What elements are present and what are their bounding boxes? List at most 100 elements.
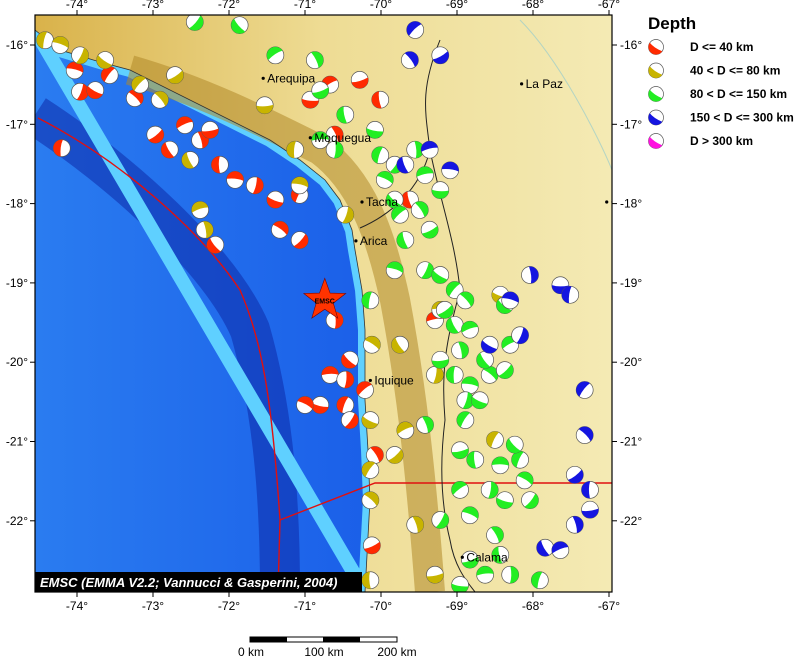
- event-beachball[interactable]: [456, 291, 475, 310]
- event-beachball[interactable]: [356, 381, 374, 399]
- event-beachball[interactable]: [185, 14, 204, 31]
- event-beachball[interactable]: [521, 491, 539, 510]
- event-beachball[interactable]: [410, 201, 429, 219]
- event-beachball[interactable]: [480, 366, 499, 384]
- event-beachball[interactable]: [65, 61, 84, 80]
- event-beachball[interactable]: [131, 75, 149, 94]
- event-beachball[interactable]: [255, 96, 274, 115]
- event-beachball[interactable]: [435, 301, 454, 319]
- event-beachball[interactable]: [461, 320, 479, 339]
- event-beachball[interactable]: [36, 31, 54, 50]
- event-beachball[interactable]: [480, 335, 499, 354]
- event-beachball[interactable]: [445, 366, 464, 384]
- event-beachball[interactable]: [311, 396, 330, 414]
- event-beachball[interactable]: [431, 511, 450, 529]
- event-beachball[interactable]: [86, 81, 105, 100]
- event-beachball[interactable]: [426, 366, 444, 384]
- event-beachball[interactable]: [350, 71, 369, 89]
- event-beachball[interactable]: [266, 190, 285, 209]
- event-beachball[interactable]: [431, 46, 450, 65]
- event-beachball[interactable]: [496, 491, 514, 510]
- event-beachball[interactable]: [385, 261, 404, 280]
- event-beachball[interactable]: [226, 170, 244, 189]
- event-beachball[interactable]: [396, 231, 415, 249]
- event-beachball[interactable]: [371, 146, 390, 165]
- event-beachball[interactable]: [290, 176, 309, 195]
- event-beachball[interactable]: [451, 441, 469, 460]
- event-beachball[interactable]: [336, 370, 355, 389]
- event-beachball[interactable]: [511, 450, 529, 469]
- event-beachball[interactable]: [401, 51, 419, 69]
- event-beachball[interactable]: [501, 565, 520, 584]
- event-beachball[interactable]: [511, 326, 529, 345]
- event-beachball[interactable]: [565, 515, 584, 534]
- legend-beachball-icon[interactable]: [648, 62, 664, 79]
- legend-beachball-icon[interactable]: [648, 39, 664, 55]
- event-beachball[interactable]: [505, 435, 524, 454]
- event-beachball[interactable]: [266, 46, 285, 65]
- event-beachball[interactable]: [271, 220, 289, 239]
- event-beachball[interactable]: [441, 161, 460, 180]
- event-beachball[interactable]: [456, 391, 475, 410]
- event-beachball[interactable]: [245, 176, 264, 195]
- event-beachball[interactable]: [391, 335, 409, 354]
- event-beachball[interactable]: [361, 491, 380, 510]
- event-beachball[interactable]: [150, 90, 169, 109]
- event-beachball[interactable]: [71, 46, 89, 65]
- event-beachball[interactable]: [336, 205, 355, 224]
- event-beachball[interactable]: [551, 541, 570, 559]
- event-beachball[interactable]: [366, 446, 384, 464]
- event-beachball[interactable]: [321, 366, 339, 384]
- event-beachball[interactable]: [191, 201, 209, 219]
- event-beachball[interactable]: [515, 471, 534, 490]
- event-beachball[interactable]: [71, 82, 89, 101]
- event-beachball[interactable]: [361, 411, 380, 429]
- event-beachball[interactable]: [431, 266, 450, 284]
- event-beachball[interactable]: [406, 21, 425, 39]
- event-beachball[interactable]: [406, 515, 425, 534]
- event-beachball[interactable]: [176, 116, 194, 134]
- event-beachball[interactable]: [361, 291, 380, 310]
- event-beachball[interactable]: [195, 220, 214, 239]
- event-beachball[interactable]: [445, 316, 464, 334]
- event-beachball[interactable]: [521, 266, 539, 284]
- event-beachball[interactable]: [361, 461, 380, 479]
- event-beachball[interactable]: [366, 121, 384, 139]
- event-beachball[interactable]: [230, 16, 249, 35]
- event-beachball[interactable]: [385, 446, 404, 464]
- event-beachball[interactable]: [476, 565, 494, 584]
- event-beachball[interactable]: [296, 396, 314, 414]
- event-beachball[interactable]: [336, 396, 355, 414]
- event-beachball[interactable]: [146, 125, 165, 144]
- event-beachball[interactable]: [461, 506, 479, 525]
- event-beachball[interactable]: [486, 526, 504, 544]
- event-beachball[interactable]: [416, 415, 434, 434]
- event-beachball[interactable]: [371, 90, 390, 109]
- event-beachball[interactable]: [466, 450, 485, 469]
- event-beachball[interactable]: [361, 571, 380, 590]
- event-beachball[interactable]: [496, 361, 514, 379]
- event-beachball[interactable]: [336, 105, 355, 124]
- event-beachball[interactable]: [396, 421, 415, 440]
- event-beachball[interactable]: [581, 481, 599, 499]
- event-beachball[interactable]: [431, 350, 450, 369]
- event-beachball[interactable]: [96, 51, 114, 69]
- event-beachball[interactable]: [416, 166, 434, 184]
- event-beachball[interactable]: [363, 335, 381, 354]
- event-beachball[interactable]: [530, 571, 549, 590]
- event-beachball[interactable]: [325, 140, 344, 159]
- event-beachball[interactable]: [451, 341, 469, 360]
- event-beachball[interactable]: [575, 381, 594, 399]
- event-beachball[interactable]: [100, 66, 119, 84]
- event-beachball[interactable]: [561, 285, 580, 304]
- event-beachball[interactable]: [363, 536, 381, 555]
- event-beachball[interactable]: [565, 465, 584, 484]
- emsc-star[interactable]: EMSC: [302, 277, 347, 319]
- event-beachball[interactable]: [201, 121, 219, 139]
- event-beachball[interactable]: [286, 140, 304, 159]
- event-beachball[interactable]: [461, 376, 479, 395]
- event-beachball[interactable]: [451, 481, 469, 499]
- event-beachball[interactable]: [420, 140, 439, 159]
- event-beachball[interactable]: [451, 576, 469, 594]
- legend-beachball-icon[interactable]: [648, 133, 664, 149]
